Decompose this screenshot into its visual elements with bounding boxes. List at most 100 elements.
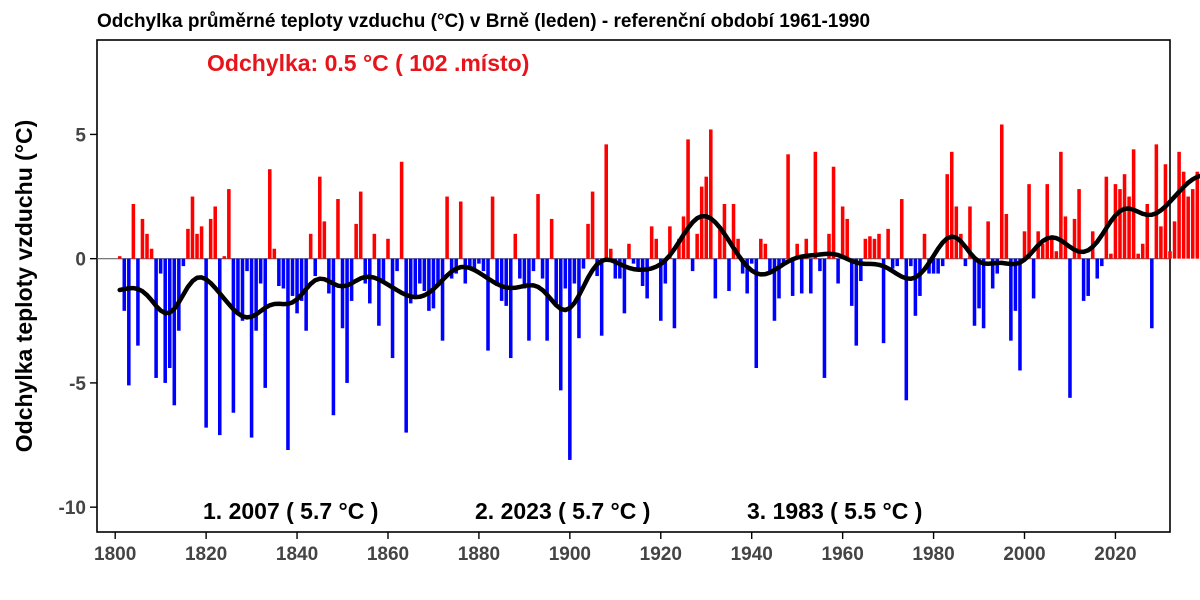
bar-1921	[663, 258, 668, 284]
bar-1866	[413, 258, 418, 296]
bar-1986	[959, 233, 963, 259]
bar-2020	[1113, 184, 1118, 259]
bar-1907	[599, 258, 604, 336]
plot-frame	[96, 39, 1171, 533]
bar-1886	[504, 258, 508, 306]
bar-1882	[486, 258, 490, 351]
bar-2025	[1136, 253, 1140, 259]
bar-1968	[877, 233, 881, 259]
bar-1999	[1018, 258, 1022, 371]
bar-1969	[881, 258, 886, 344]
bar-1849	[336, 199, 340, 259]
bar-1867	[418, 258, 422, 284]
bar-2014	[1086, 258, 1090, 296]
bar-1844	[313, 258, 318, 277]
bar-1897	[554, 258, 558, 304]
bar-1964	[859, 258, 863, 282]
bar-1870	[431, 258, 436, 309]
bar-1823	[217, 258, 222, 436]
bar-1911	[618, 258, 622, 279]
bar-1853	[354, 223, 358, 259]
bar-1854	[358, 191, 363, 259]
bar-1836	[277, 258, 281, 286]
bar-1875	[454, 258, 458, 274]
bar-1828	[240, 258, 245, 321]
bar-2029	[1154, 144, 1159, 259]
x-tick-label: 2020	[1094, 544, 1136, 565]
bar-1946	[777, 258, 781, 299]
bar-1916	[640, 258, 645, 286]
bar-2012	[1077, 189, 1081, 259]
bar-1804	[131, 204, 136, 259]
x-tick-label: 1920	[640, 544, 682, 565]
x-tick-label: 1940	[731, 544, 773, 565]
bar-2013	[1081, 258, 1086, 301]
bar-1878	[468, 258, 472, 269]
bar-2038	[1195, 171, 1200, 259]
bar-2030	[1159, 226, 1163, 259]
bar-1983	[945, 174, 949, 259]
bar-1956	[822, 258, 827, 378]
bar-1857	[372, 233, 377, 259]
bar-2007	[1054, 251, 1059, 259]
bar-1806	[140, 218, 145, 259]
bar-1834	[268, 169, 272, 259]
bar-1928	[695, 233, 699, 259]
bar-2034	[1177, 151, 1181, 259]
bar-1903	[581, 258, 586, 269]
bar-1891	[527, 258, 531, 341]
bar-1841	[299, 258, 304, 301]
bar-1839	[290, 258, 295, 296]
bar-1929	[699, 186, 704, 259]
bar-1811	[163, 258, 167, 383]
bar-1865	[408, 258, 413, 304]
bar-1984	[949, 151, 954, 259]
rank-1-label: 1. 2007 ( 5.7 °C )	[203, 498, 378, 524]
bar-1822	[213, 206, 217, 259]
bar-1918	[649, 226, 654, 259]
bar-1915	[636, 258, 640, 269]
x-tick-label: 1900	[549, 544, 591, 565]
bar-1810	[158, 258, 163, 274]
bar-2031	[1163, 164, 1168, 259]
bar-2026	[1140, 243, 1145, 259]
bar-1877	[463, 258, 468, 284]
bar-1837	[281, 258, 286, 289]
bar-1835	[272, 248, 277, 259]
bar-1948	[786, 154, 790, 259]
bar-1832	[258, 258, 263, 284]
bar-1990	[977, 258, 981, 309]
bar-1976	[913, 258, 918, 316]
bar-1821	[208, 218, 213, 259]
x-tick-label: 1840	[276, 544, 318, 565]
bar-2036	[1186, 196, 1190, 259]
bar-1813	[172, 258, 177, 406]
bar-1895	[545, 258, 549, 341]
bar-2018	[1104, 176, 1109, 259]
bar-2035	[1181, 171, 1186, 259]
bar-1852	[349, 258, 354, 301]
bar-1840	[295, 258, 299, 314]
bar-1965	[863, 238, 868, 259]
bar-1935	[727, 258, 731, 291]
bar-1856	[368, 258, 372, 304]
bar-1881	[481, 258, 486, 272]
y-axis-label: Odchylka teploty vzduchu (°C)	[11, 120, 37, 453]
bar-1862	[395, 258, 399, 272]
bar-2005	[1045, 184, 1050, 259]
bar-2032	[1168, 251, 1172, 259]
bar-1905	[590, 191, 595, 259]
bar-1879	[472, 258, 477, 269]
bar-1959	[836, 258, 840, 284]
x-tick-label: 1800	[94, 544, 136, 565]
bar-1824	[222, 256, 227, 259]
bar-1827	[236, 258, 240, 314]
bar-1952	[804, 238, 809, 259]
bar-1896	[549, 218, 554, 259]
bar-1927	[690, 258, 695, 272]
bar-1973	[899, 199, 904, 259]
chart-title: Odchylka průměrné teploty vzduchu (°C) v…	[97, 11, 870, 32]
bar-1873	[445, 196, 449, 259]
bar-1838	[286, 258, 290, 450]
bar-1970	[886, 228, 890, 259]
